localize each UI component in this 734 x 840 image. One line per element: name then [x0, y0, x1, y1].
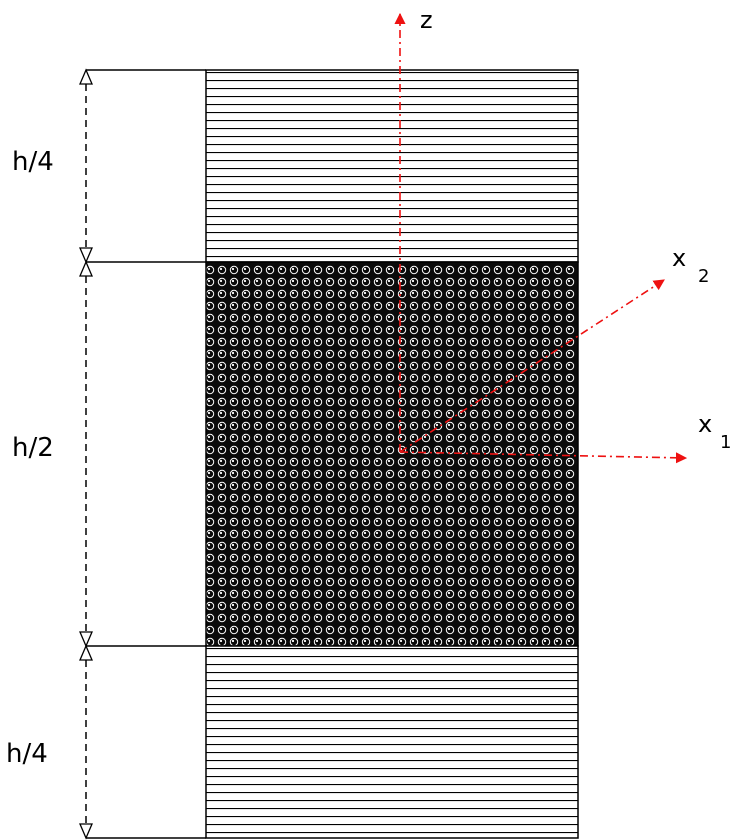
coordinate-axes — [394, 12, 688, 464]
x2-axis — [399, 279, 665, 453]
core-thickness-label: h/2 — [12, 433, 54, 463]
bottom-layer-thickness-label: h/4 — [6, 739, 48, 769]
x2-axis-label: x — [672, 244, 686, 272]
x1-axis — [399, 451, 688, 464]
dimension-arrowheads — [79, 68, 93, 840]
core-layer — [205, 261, 579, 647]
x2-axis-subscript: 2 — [698, 266, 709, 287]
x1-axis-label: x — [698, 410, 712, 438]
x1-axis-subscript: 1 — [720, 432, 731, 453]
extension-lines — [86, 69, 206, 839]
z-axis-label: z — [420, 6, 433, 34]
bottom-face-layer — [205, 645, 579, 839]
top-face-layer — [205, 69, 579, 263]
top-layer-thickness-label: h/4 — [12, 147, 54, 177]
